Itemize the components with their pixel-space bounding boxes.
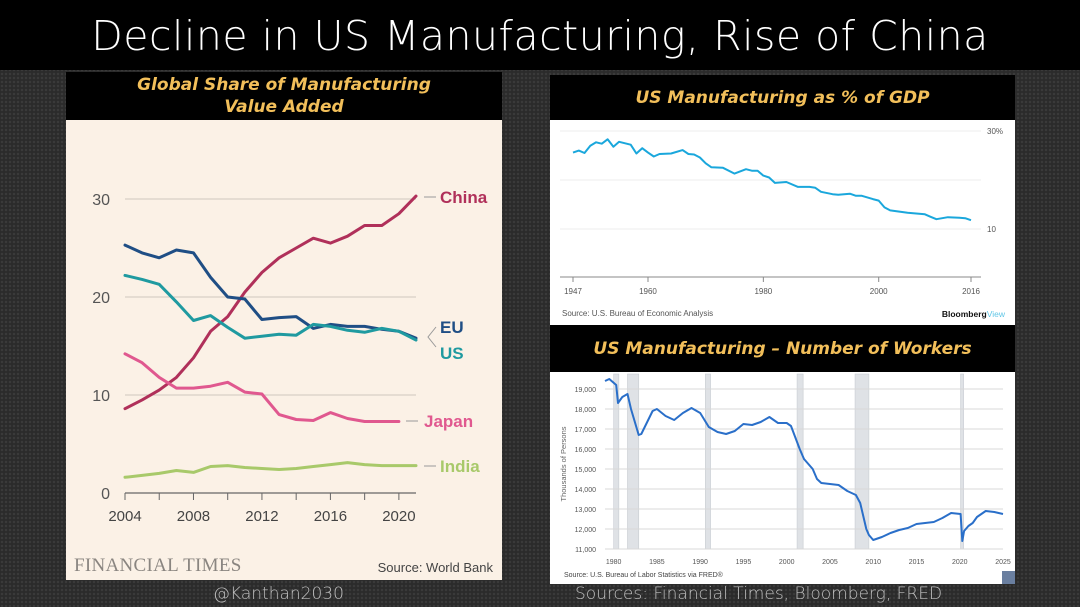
x-tick-label: 2005 xyxy=(822,559,838,566)
x-tick-label: 1947 xyxy=(564,287,582,296)
y-tick-label: 20 xyxy=(92,290,110,307)
workers-panel-heading: US Manufacturing – Number of Workers xyxy=(550,325,1015,372)
x-tick-label: 1990 xyxy=(692,559,708,566)
x-tick-label: 1980 xyxy=(606,559,622,566)
y-tick-label: 11,000 xyxy=(575,547,596,554)
view-text: View xyxy=(986,309,1005,319)
recession-band xyxy=(796,373,804,550)
y-tick-label: 15,000 xyxy=(575,467,597,474)
workers-chart: 11,000 12,000 13,000 14,000 15,000 16,000 17,0… xyxy=(550,372,1015,584)
workers-source: Source: U.S. Bureau of Labor Statistics … xyxy=(564,572,723,579)
left-source: Source: World Bank xyxy=(377,560,493,575)
series-line-india xyxy=(123,461,418,479)
y-tick-label: 14,000 xyxy=(575,487,597,494)
x-tick-label: 1960 xyxy=(639,287,657,296)
workers-svg: 11,000 12,000 13,000 14,000 15,000 16,000 17,0… xyxy=(559,373,1011,566)
y-tick-label: 30% xyxy=(987,127,1003,136)
x-tick-label: 2004 xyxy=(108,508,141,525)
y-tick-label: 10 xyxy=(92,388,110,405)
scroll-corner-button[interactable] xyxy=(1002,571,1015,584)
legend-label-eu: EU xyxy=(440,318,464,337)
x-tick-label: 2008 xyxy=(177,508,210,525)
global-share-chart: 0 10 20 30 2004 2008 2012 2016 2020 China EU US Japa… xyxy=(66,120,502,580)
x-tick-label: 1985 xyxy=(649,559,665,566)
left-heading-line2: Value Added xyxy=(224,97,344,117)
x-tick-label: 2015 xyxy=(909,559,925,566)
left-panel-heading: Global Share of Manufacturing Value Adde… xyxy=(66,72,502,120)
page-title: Decline in US Manufacturing, Rise of Chi… xyxy=(0,0,1080,70)
x-tick-label: 2025 xyxy=(995,559,1011,566)
x-tick-label: 2016 xyxy=(962,287,980,296)
x-tick-label: 2000 xyxy=(870,287,888,296)
bloomberg-text: Bloomberg xyxy=(941,309,987,319)
series-line-workers xyxy=(604,378,1004,542)
global-share-svg: 0 10 20 30 2004 2008 2012 2016 2020 China EU US Japa… xyxy=(92,188,488,525)
sources-credit: Sources: Financial Times, Bloomberg, FRE… xyxy=(575,584,943,604)
legend-label-japan: Japan xyxy=(424,412,473,431)
x-tick-label: 1980 xyxy=(754,287,772,296)
y-tick-label: 18,000 xyxy=(575,407,597,414)
recession-band xyxy=(854,373,870,550)
series-line-china xyxy=(123,194,418,411)
x-tick-label: 2020 xyxy=(952,559,968,566)
x-tick-label: 2000 xyxy=(779,559,795,566)
recession-band xyxy=(705,373,711,550)
x-tick-label: 2010 xyxy=(865,559,881,566)
y-tick-label: 12,000 xyxy=(575,527,597,534)
x-tick-label: 2016 xyxy=(314,508,347,525)
bloomberg-brand: BloombergView xyxy=(942,309,1005,319)
x-tick-label: 2020 xyxy=(382,508,415,525)
y-tick-label: 13,000 xyxy=(575,507,597,514)
leader-line xyxy=(427,326,437,348)
gdp-share-svg: 10 30% 1947 1960 1980 2000 2016 xyxy=(560,127,1003,296)
ft-brand: FINANCIAL TIMES xyxy=(74,555,242,576)
y-tick-label: 16,000 xyxy=(575,447,597,454)
series-line-eu xyxy=(123,243,418,340)
x-tick-label: 2012 xyxy=(245,508,278,525)
author-handle: @Kanthan2030 xyxy=(213,584,344,604)
y-tick-label: 10 xyxy=(987,225,996,234)
y-tick-label: 30 xyxy=(92,192,110,209)
gdp-source: Source: U.S. Bureau of Economic Analysis xyxy=(562,309,714,318)
series-line-gdp-share xyxy=(572,138,972,222)
y-axis-label: Thousands of Persons xyxy=(559,426,568,501)
legend-label-india: India xyxy=(440,457,480,476)
y-tick-label: 19,000 xyxy=(575,387,597,394)
series-line-us xyxy=(123,273,418,342)
series-line-japan xyxy=(123,352,401,423)
x-tick-label: 1995 xyxy=(736,559,752,566)
gdp-share-chart: 10 30% 1947 1960 1980 2000 2016 Source: U.S. B… xyxy=(550,120,1015,325)
left-heading-line1: Global Share of Manufacturing xyxy=(137,75,431,95)
legend-label-us: US xyxy=(440,344,464,363)
gdp-panel-heading: US Manufacturing as % of GDP xyxy=(550,75,1015,120)
legend-label-china: China xyxy=(440,188,488,207)
y-tick-label: 0 xyxy=(101,486,110,503)
y-tick-label: 17,000 xyxy=(575,427,597,434)
